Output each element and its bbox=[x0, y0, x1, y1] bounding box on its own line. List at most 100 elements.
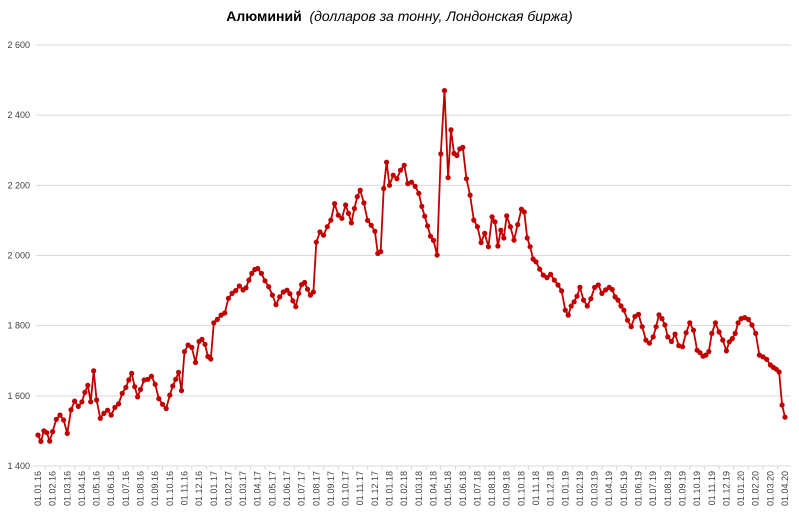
data-point-marker bbox=[419, 203, 425, 209]
x-axis-tick-label: 01.05.18 bbox=[443, 471, 453, 506]
x-axis-tick-label: 01.06.16 bbox=[106, 471, 116, 506]
data-point-marker bbox=[779, 402, 785, 408]
data-point-marker bbox=[390, 172, 396, 178]
data-point-marker bbox=[53, 416, 59, 422]
data-point-marker bbox=[293, 304, 299, 310]
data-point-marker bbox=[504, 213, 510, 219]
y-axis-tick-label: 2 000 bbox=[7, 251, 30, 261]
data-point-marker bbox=[422, 213, 428, 219]
data-point-marker bbox=[266, 284, 272, 290]
data-point-marker bbox=[361, 200, 367, 206]
x-axis-tick-label: 01.02.16 bbox=[48, 471, 58, 506]
x-axis-tick-label: 01.12.19 bbox=[721, 471, 731, 506]
data-point-marker bbox=[246, 277, 252, 283]
y-axis-tick-label: 2 600 bbox=[7, 40, 30, 50]
data-point-marker bbox=[381, 185, 387, 192]
data-point-marker bbox=[753, 330, 759, 336]
data-point-marker bbox=[351, 205, 357, 212]
data-point-marker bbox=[524, 235, 530, 241]
price-series-line bbox=[37, 89, 786, 443]
data-point-marker bbox=[145, 376, 151, 382]
data-point-marker bbox=[650, 334, 656, 340]
data-point-marker bbox=[269, 292, 275, 298]
data-point-marker bbox=[384, 159, 390, 165]
x-axis-tick-label: 01.11.18 bbox=[531, 471, 541, 505]
data-point-marker bbox=[317, 229, 323, 235]
data-point-marker bbox=[485, 244, 491, 250]
data-point-marker bbox=[690, 327, 697, 333]
data-point-marker bbox=[105, 407, 111, 413]
data-point-marker bbox=[639, 324, 645, 330]
data-point-marker bbox=[116, 401, 122, 407]
data-point-marker bbox=[332, 201, 338, 207]
x-axis-tick-label: 01.10.16 bbox=[165, 471, 175, 506]
data-point-marker bbox=[467, 192, 473, 198]
x-axis-tick-label: 01.12.17 bbox=[370, 471, 380, 506]
data-point-marker bbox=[679, 344, 686, 350]
data-point-marker bbox=[328, 217, 334, 223]
x-axis-tick-label: 01.12.18 bbox=[546, 471, 556, 506]
x-axis-tick-label: 01.04.17 bbox=[253, 471, 263, 506]
x-axis-tick-label: 01.08.19 bbox=[663, 471, 673, 506]
data-point-marker bbox=[112, 404, 118, 410]
x-axis-tick-label: 01.11.17 bbox=[355, 471, 365, 505]
data-point-marker bbox=[372, 228, 378, 234]
data-point-marker bbox=[181, 349, 188, 355]
data-point-marker bbox=[706, 349, 712, 355]
data-point-marker bbox=[401, 162, 407, 168]
data-point-marker bbox=[199, 336, 205, 342]
data-point-marker bbox=[495, 243, 501, 249]
data-point-marker bbox=[454, 152, 460, 159]
data-point-marker bbox=[527, 244, 533, 250]
x-axis-tick-label: 01.05.19 bbox=[619, 471, 629, 506]
x-axis-tick-label: 01.02.20 bbox=[751, 471, 761, 506]
x-axis-tick-label: 01.07.16 bbox=[121, 471, 131, 506]
data-point-marker bbox=[378, 249, 384, 255]
chart-title-main: Алюминий bbox=[226, 8, 302, 24]
data-point-marker bbox=[324, 224, 330, 230]
x-axis-tick-label: 01.01.17 bbox=[209, 471, 219, 506]
data-point-marker bbox=[137, 386, 144, 393]
data-point-marker bbox=[339, 215, 345, 221]
data-point-marker bbox=[425, 223, 431, 229]
data-point-marker bbox=[501, 235, 507, 241]
data-point-marker bbox=[723, 348, 730, 354]
data-point-marker bbox=[430, 237, 437, 243]
data-point-marker bbox=[64, 430, 70, 436]
data-point-marker bbox=[211, 320, 217, 326]
data-point-marker bbox=[386, 182, 393, 188]
data-point-marker bbox=[764, 356, 770, 362]
data-point-marker bbox=[441, 88, 448, 94]
data-point-marker bbox=[91, 368, 97, 374]
data-point-marker bbox=[135, 394, 141, 400]
data-point-marker bbox=[35, 432, 41, 438]
data-point-marker bbox=[416, 190, 422, 196]
data-point-marker bbox=[656, 312, 662, 318]
data-point-marker bbox=[662, 322, 668, 328]
data-point-marker bbox=[176, 369, 182, 375]
data-point-marker bbox=[653, 324, 659, 330]
data-point-marker bbox=[697, 350, 703, 356]
data-point-marker bbox=[225, 295, 231, 301]
data-point-marker bbox=[249, 270, 255, 276]
data-point-marker bbox=[178, 388, 185, 394]
data-point-marker bbox=[732, 330, 738, 336]
data-point-marker bbox=[646, 340, 653, 346]
data-point-marker bbox=[368, 222, 374, 228]
data-point-marker bbox=[159, 401, 166, 407]
x-axis-tick-label: 01.10.19 bbox=[692, 471, 702, 506]
data-point-marker bbox=[258, 270, 264, 276]
data-point-marker bbox=[683, 330, 689, 336]
data-point-marker bbox=[310, 289, 316, 295]
x-axis-tick-label: 01.04.19 bbox=[604, 471, 614, 506]
data-point-marker bbox=[108, 412, 114, 418]
x-axis-tick-label: 01.01.19 bbox=[560, 471, 570, 506]
data-point-marker bbox=[88, 399, 94, 405]
y-axis-tick-label: 2 400 bbox=[7, 110, 30, 120]
data-point-marker bbox=[262, 278, 268, 284]
data-point-marker bbox=[609, 286, 615, 293]
data-point-marker bbox=[776, 369, 782, 375]
data-point-marker bbox=[745, 316, 752, 322]
